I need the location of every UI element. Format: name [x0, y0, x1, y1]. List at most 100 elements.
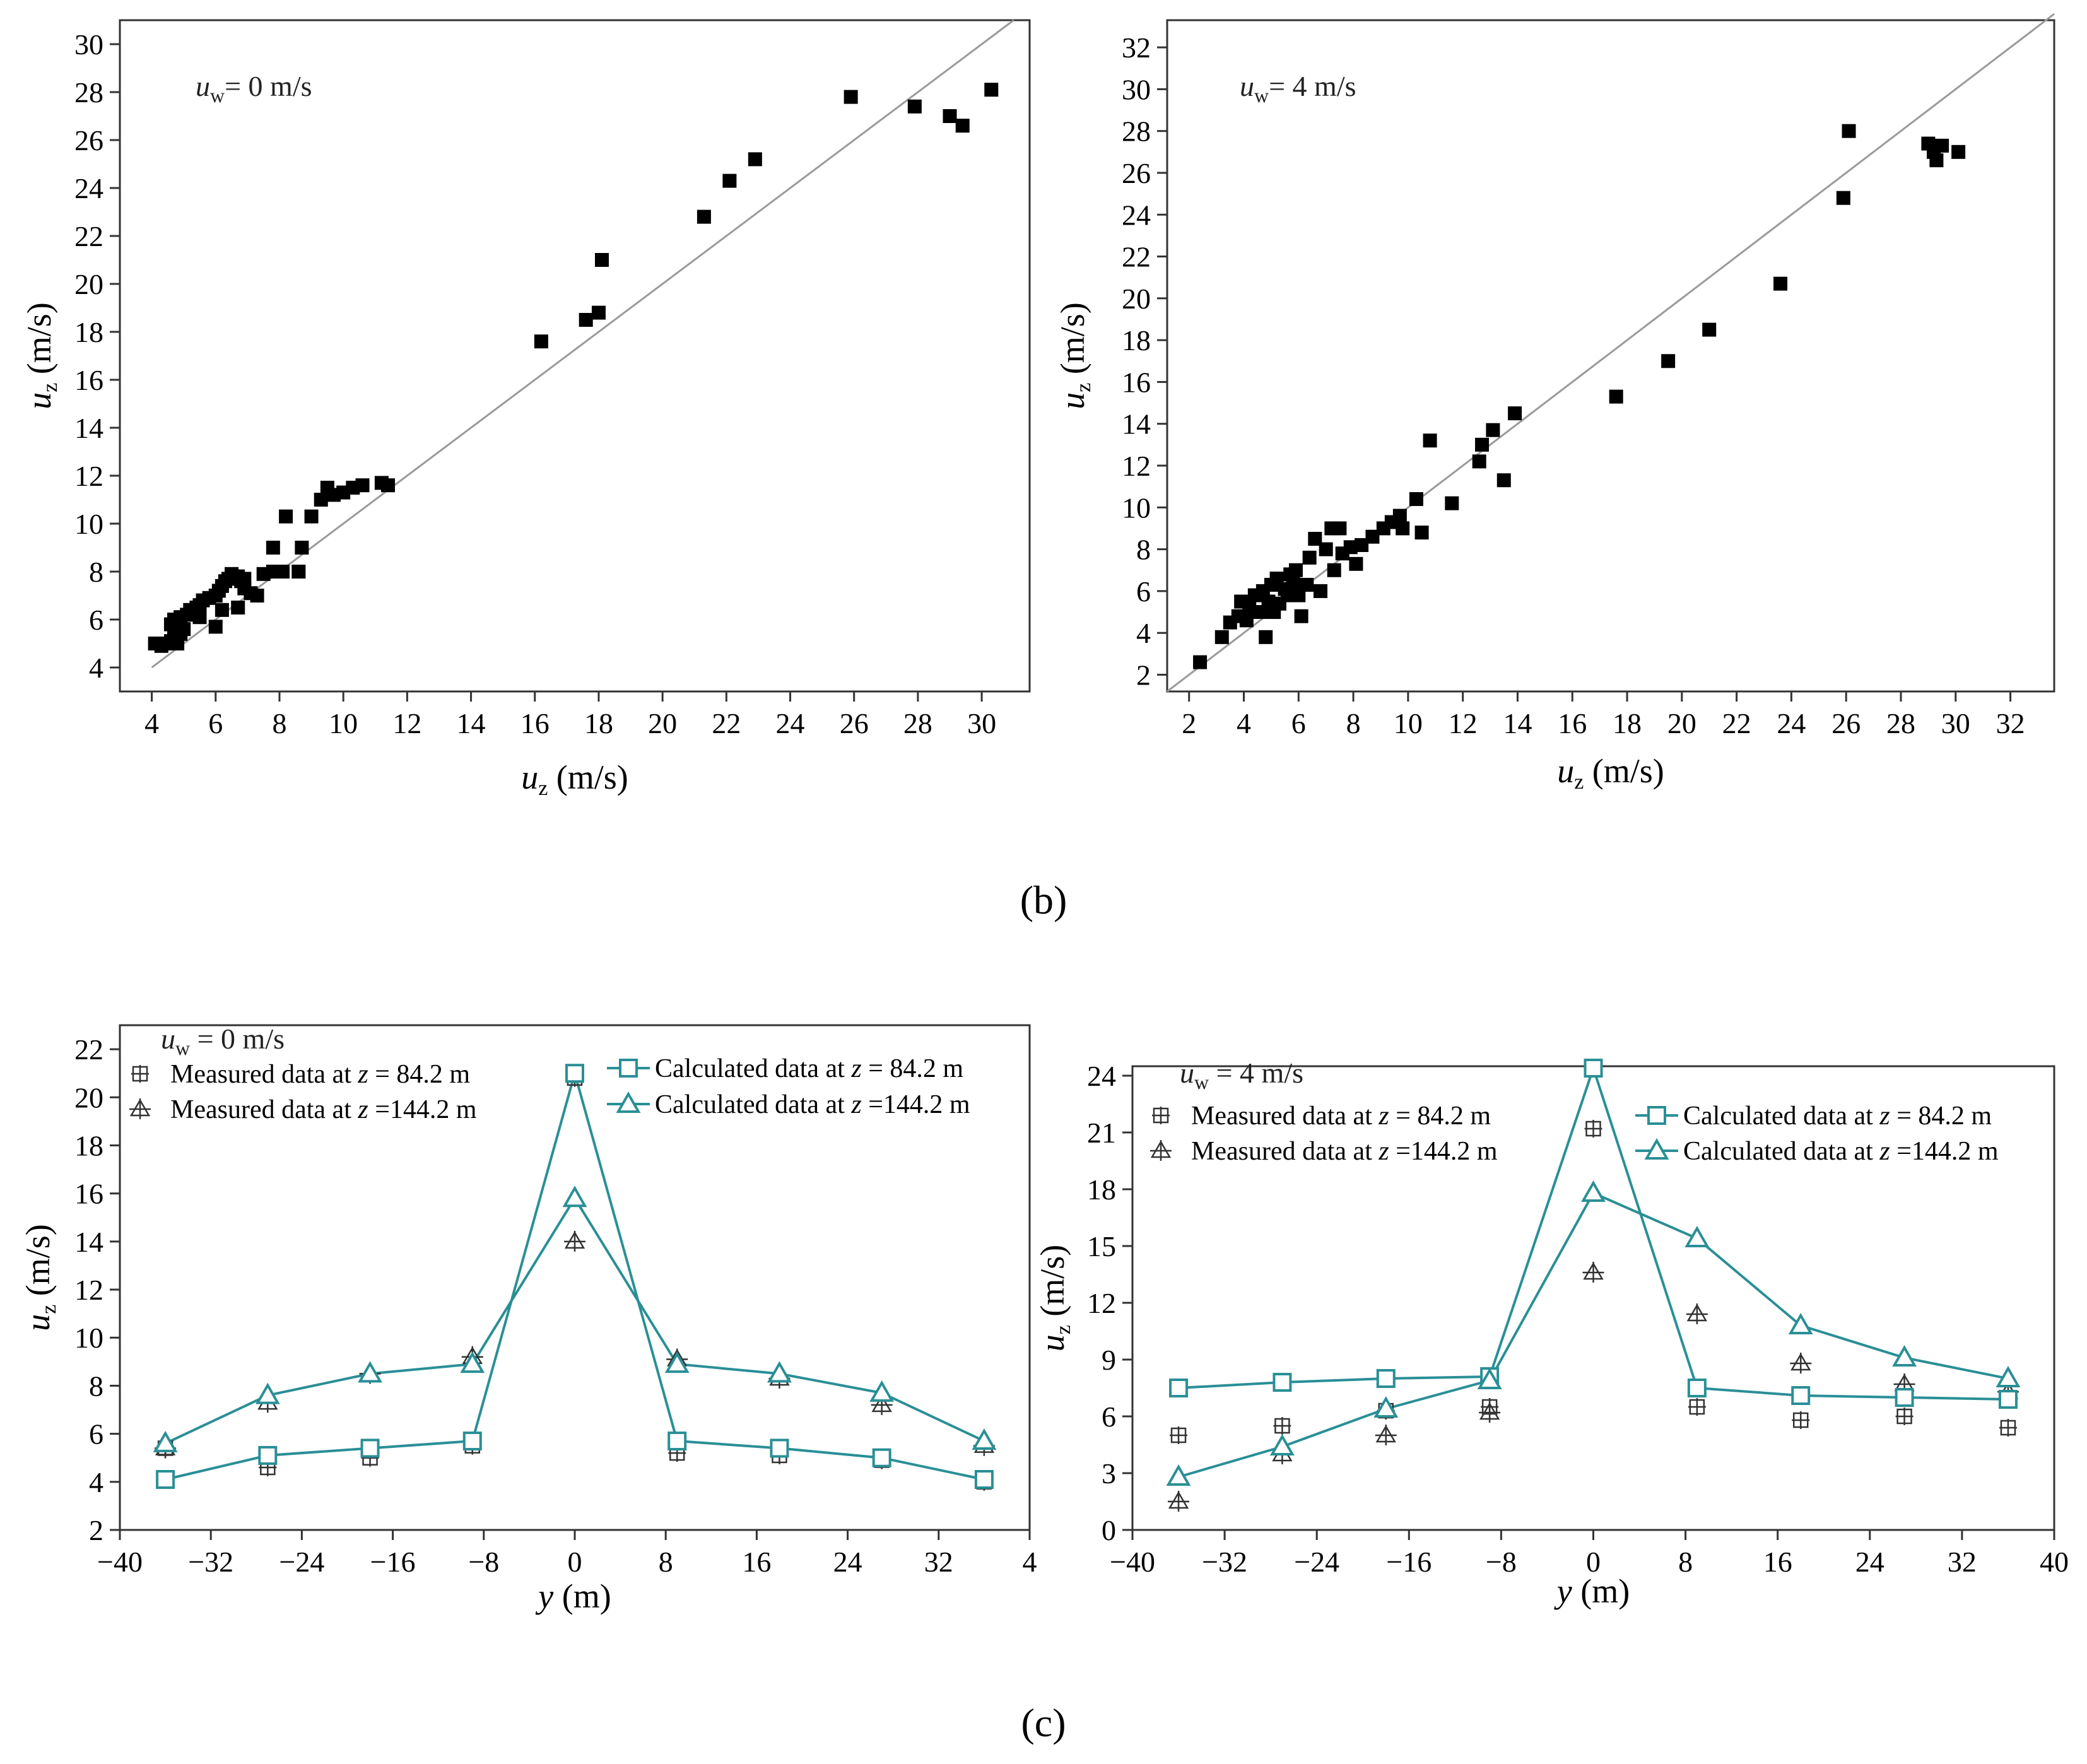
plot-frame — [119, 19, 1031, 693]
y-tick-label: 28 — [1122, 115, 1151, 148]
x-tick-label: 32 — [924, 1546, 953, 1578]
triangle-marker — [1477, 1367, 1502, 1389]
square-marker — [1169, 1379, 1189, 1397]
data-point — [255, 1382, 280, 1404]
square-marker — [872, 1448, 891, 1467]
x-tick-label: 32 — [1996, 707, 2025, 739]
data-point — [1486, 423, 1500, 437]
x-tick-label: 0 — [568, 1546, 582, 1578]
y-axis-label: uz (m/s) — [1054, 302, 1095, 409]
data-point — [1273, 1417, 1291, 1435]
data-point — [1496, 473, 1511, 488]
data-point — [972, 1428, 997, 1450]
x-tick-label: −24 — [1294, 1546, 1339, 1578]
square-marker — [462, 1432, 482, 1451]
x-axis-label: y (m) — [535, 1577, 611, 1615]
y-tick-label: 4 — [89, 652, 103, 684]
data-point — [1355, 538, 1369, 552]
x-tick-label: 2 — [1182, 707, 1196, 739]
y-tick-label: 2 — [1136, 659, 1151, 691]
legend-entry-label: Measured data at z =144.2 m — [170, 1095, 477, 1124]
data-point — [1343, 540, 1358, 555]
data-point — [1423, 433, 1437, 448]
data-point — [984, 83, 999, 97]
data-point — [1261, 594, 1276, 609]
data-point — [1792, 1411, 1810, 1429]
data-point — [1836, 191, 1850, 205]
square-marker — [770, 1438, 789, 1458]
data-point — [192, 610, 207, 625]
data-point — [1477, 1367, 1502, 1389]
data-point — [1790, 1353, 1812, 1373]
data-point — [355, 478, 370, 493]
x-tick-label: −16 — [1386, 1546, 1432, 1578]
x-tick-label: 20 — [1667, 707, 1696, 739]
y-tick-label: 16 — [74, 364, 103, 396]
y-tick-label: 10 — [74, 1322, 103, 1354]
x-tick-label: 24 — [1777, 707, 1806, 739]
data-point — [1269, 572, 1284, 586]
legend-entry-label: Calculated data at z = 84.2 m — [1683, 1102, 1992, 1131]
data-point — [1396, 521, 1410, 536]
data-point — [1269, 1433, 1295, 1455]
y-tick-label: 8 — [89, 1370, 103, 1402]
y-tick-label: 12 — [1087, 1287, 1116, 1319]
data-point — [1300, 577, 1314, 592]
square-marker — [1687, 1379, 1707, 1397]
data-point — [1479, 1402, 1501, 1423]
chart-c-right: −40 −32 −24 −16 −8 0 8 16 24 32 40 0 3 6 9 12 15 18 21 24 y … — [1033, 1057, 2069, 1610]
data-point — [295, 541, 309, 555]
data-point — [304, 509, 319, 524]
data-point — [974, 1470, 994, 1489]
data-point — [1773, 276, 1788, 291]
x-tick-label: 22 — [1722, 707, 1751, 739]
triangle-marker — [1269, 1433, 1295, 1455]
y-tick-label: 6 — [89, 1418, 103, 1450]
square-marker — [667, 1432, 687, 1451]
y-axis-label: uz (m/s) — [1033, 1245, 1075, 1352]
y-tick-label: 22 — [74, 220, 103, 252]
y-axis-label: uz (m/s) — [20, 302, 62, 409]
y-tick-label: 9 — [1102, 1344, 1116, 1376]
triangle-marker — [562, 1185, 587, 1208]
data-point — [844, 90, 858, 104]
square-marker — [1791, 1386, 1811, 1405]
legend-entry-label: Measured data at z = 84.2 m — [170, 1060, 470, 1089]
data-point — [1166, 1464, 1191, 1486]
data-point — [1365, 529, 1380, 544]
data-point — [1280, 588, 1295, 603]
y-tick-label: 18 — [1087, 1173, 1116, 1206]
data-point — [1951, 144, 1966, 159]
data-point — [462, 1432, 482, 1451]
data-point — [943, 109, 957, 123]
data-point — [748, 152, 762, 167]
data-point — [231, 601, 245, 614]
square-marker — [565, 1064, 584, 1083]
data-point — [1414, 526, 1429, 540]
x-tick-label: 16 — [1763, 1546, 1792, 1578]
data-point — [1584, 1120, 1602, 1138]
data-point — [1349, 556, 1363, 571]
x-tick-label: 10 — [329, 707, 358, 739]
x-tick-label: 14 — [457, 707, 486, 739]
x-tick-label: −16 — [370, 1546, 416, 1578]
data-point — [1170, 1426, 1188, 1444]
identity-line — [1167, 13, 2055, 693]
data-point — [1332, 521, 1347, 536]
y-tick-label: 22 — [74, 1033, 103, 1066]
triangle-marker — [1644, 1138, 1669, 1160]
data-point — [1508, 406, 1522, 421]
x-tick-label: −32 — [188, 1546, 233, 1578]
data-point — [358, 1361, 382, 1383]
data-point — [266, 541, 280, 555]
square-marker — [360, 1438, 380, 1458]
triangle-marker — [1892, 1344, 1917, 1367]
y-tick-label: 18 — [74, 316, 103, 348]
y-tick-label: 21 — [1087, 1117, 1116, 1149]
data-point — [1788, 1312, 1813, 1334]
y-tick-label: 20 — [74, 1081, 103, 1114]
legend-entry-label: Calculated data at z =144.2 m — [1683, 1137, 1999, 1166]
caption-b: (b) — [1020, 878, 1067, 922]
x-tick-label: 4 — [1023, 1546, 1037, 1578]
